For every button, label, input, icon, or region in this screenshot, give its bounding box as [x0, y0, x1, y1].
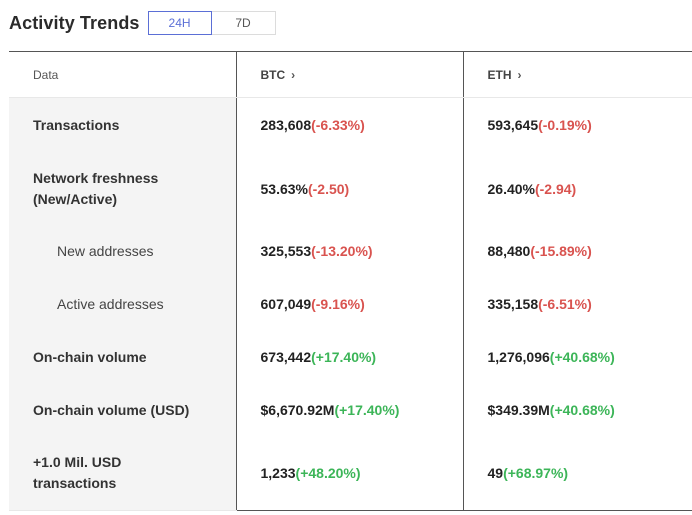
row-label-network-freshness: Network freshness (New/Active): [9, 152, 236, 225]
btc-change: (+17.40%): [311, 349, 377, 365]
table-row: On-chain volume (USD) $6,670.92M(+17.40%…: [9, 383, 692, 437]
eth-value: 335,158: [487, 296, 539, 312]
row-label-on-chain-volume: On-chain volume: [9, 330, 236, 384]
eth-cell: 335,158(-6.51%): [462, 277, 692, 331]
eth-cell: 88,480(-15.89%): [462, 224, 692, 278]
tab-7d[interactable]: 7D: [235, 16, 251, 30]
row-label-new-addresses: New addresses: [9, 224, 236, 278]
btc-value: 53.63%: [260, 180, 308, 197]
chevron-right-icon: ›: [291, 67, 296, 82]
eth-value: 26.40%: [487, 180, 535, 197]
table-header-row: Data BTC › ETH ›: [9, 51, 692, 98]
btc-cell: 673,442(+17.40%): [235, 330, 463, 384]
eth-change: (+40.68%): [549, 402, 615, 418]
eth-cell: 49(+68.97%): [462, 436, 692, 511]
timeframe-toggle: 24H 7D: [147, 11, 276, 35]
column-header-eth[interactable]: ETH ›: [462, 51, 692, 98]
eth-cell: 593,645(-0.19%): [462, 97, 692, 153]
btc-value: 325,553: [260, 243, 312, 259]
table-row: Transactions 283,608(-6.33%) 593,645(-0.…: [9, 97, 692, 153]
eth-change: (+40.68%): [549, 349, 615, 365]
eth-value: 1,276,096: [487, 349, 550, 365]
table-row: Active addresses 607,049(-9.16%) 335,158…: [9, 277, 692, 331]
eth-value: 49: [487, 465, 504, 482]
row-label-large-transactions: +1.0 Mil. USD transactions: [9, 436, 236, 511]
eth-cell: $349.39M(+40.68%): [462, 383, 692, 437]
activity-table: Data BTC › ETH › Transactions 283,608(-6.3…: [9, 51, 692, 511]
btc-cell: $6,670.92M(+17.40%): [235, 383, 463, 437]
eth-change: (-2.94): [534, 180, 577, 197]
table-row: +1.0 Mil. USD transactions 1,233(+48.20%…: [9, 436, 692, 511]
chevron-right-icon: ›: [517, 67, 522, 82]
column-header-eth-label: ETH: [487, 67, 512, 82]
eth-change: (+68.97%): [503, 465, 569, 482]
btc-change: (+48.20%): [295, 465, 361, 482]
page-title: Activity Trends: [9, 12, 140, 33]
btc-change: (-6.33%): [311, 117, 365, 134]
row-label-transactions: Transactions: [9, 97, 236, 153]
eth-cell: 1,276,096(+40.68%): [462, 330, 692, 384]
activity-table-container: Data BTC › ETH › Transactions 283,608(-6.3…: [9, 51, 692, 511]
btc-change: (-9.16%): [311, 296, 365, 312]
btc-cell: 1,233(+48.20%): [235, 436, 463, 511]
eth-value: 593,645: [487, 117, 539, 134]
column-header-data: Data: [9, 51, 236, 98]
btc-value: 1,233: [260, 465, 296, 482]
btc-change: (-13.20%): [311, 243, 373, 259]
btc-value: $6,670.92M: [260, 402, 335, 418]
eth-cell: 26.40%(-2.94): [462, 152, 692, 225]
eth-change: (-0.19%): [538, 117, 592, 134]
row-label-text: Network freshness (New/Active): [33, 169, 159, 207]
btc-value: 283,608: [260, 117, 312, 134]
eth-change: (-15.89%): [530, 243, 592, 259]
activity-trends-header: Activity Trends 24H 7D: [9, 10, 276, 36]
column-header-btc[interactable]: BTC ›: [235, 51, 463, 98]
table-row: On-chain volume 673,442(+17.40%) 1,276,0…: [9, 330, 692, 384]
eth-value: $349.39M: [487, 402, 550, 418]
table-row: New addresses 325,553(-13.20%) 88,480(-1…: [9, 224, 692, 278]
btc-cell: 607,049(-9.16%): [235, 277, 463, 331]
tab-24h[interactable]: 24H: [147, 11, 212, 35]
row-label-active-addresses: Active addresses: [9, 277, 236, 331]
eth-change: (-6.51%): [538, 296, 592, 312]
btc-cell: 53.63%(-2.50): [235, 152, 463, 225]
btc-change: (+17.40%): [334, 402, 400, 418]
btc-cell: 283,608(-6.33%): [235, 97, 463, 153]
row-label-text: +1.0 Mil. USD transactions: [33, 454, 122, 492]
table-row: Network freshness (New/Active) 53.63%(-2…: [9, 152, 692, 225]
btc-value: 673,442: [260, 349, 312, 365]
btc-cell: 325,553(-13.20%): [235, 224, 463, 278]
btc-value: 607,049: [260, 296, 312, 312]
column-header-btc-label: BTC: [260, 67, 286, 82]
row-label-on-chain-volume-usd: On-chain volume (USD): [9, 383, 236, 437]
btc-change: (-2.50): [307, 180, 350, 197]
eth-value: 88,480: [487, 243, 531, 259]
